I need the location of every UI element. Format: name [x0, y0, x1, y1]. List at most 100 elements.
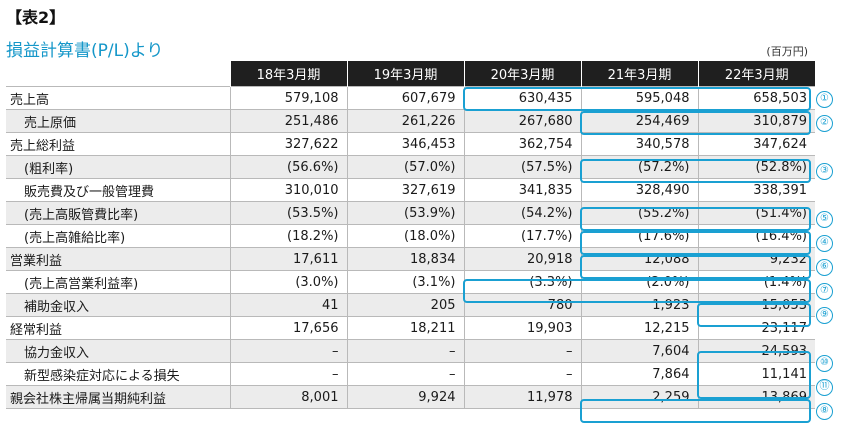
cell: –	[229, 339, 347, 363]
cell: 9,924	[346, 385, 464, 409]
table-row: (売上高雑給比率) (18.2%) (18.0%) (17.7%) (17.6%…	[6, 224, 815, 248]
table-row: 経常利益 17,656 18,211 19,903 12,215 23,117	[6, 316, 815, 340]
row-label: (売上高販管費比率)	[6, 201, 230, 225]
cell: 579,108	[229, 86, 347, 110]
cell: 347,624	[697, 132, 815, 156]
cell: 630,435	[463, 86, 581, 110]
cell: (56.6%)	[229, 155, 347, 179]
row-label: 経常利益	[6, 316, 230, 340]
cell: 340,578	[580, 132, 698, 156]
cell: (17.7%)	[463, 224, 581, 248]
cell: 251,486	[229, 109, 347, 133]
cell: –	[346, 362, 464, 386]
marker-11: ⑪	[816, 379, 833, 396]
col-header: 21年3月期	[580, 61, 698, 87]
cell: 327,622	[229, 132, 347, 156]
marker-1: ①	[816, 91, 833, 108]
cell: 328,490	[580, 178, 698, 202]
row-label: 補助金収入	[6, 293, 230, 317]
cell: (2.0%)	[580, 270, 698, 294]
row-label: 販売費及び一般管理費	[6, 178, 230, 202]
cell: (3.1%)	[346, 270, 464, 294]
col-header: 22年3月期	[697, 61, 815, 87]
cell: 7,604	[580, 339, 698, 363]
cell: 205	[346, 293, 464, 317]
cell: 780	[463, 293, 581, 317]
cell: 346,453	[346, 132, 464, 156]
col-header: 18年3月期	[229, 61, 347, 87]
cell: –	[463, 339, 581, 363]
marker-3: ③	[816, 163, 833, 180]
cell: 341,835	[463, 178, 581, 202]
row-label: (粗利率)	[6, 155, 230, 179]
table-row: (売上高販管費比率) (53.5%) (53.9%) (54.2%) (55.2…	[6, 201, 815, 225]
row-label: 営業利益	[6, 247, 230, 271]
cell: (17.6%)	[580, 224, 698, 248]
pl-table: 18年3月期 19年3月期 20年3月期 21年3月期 22年3月期 売上高 5…	[6, 61, 815, 409]
table-row: 販売費及び一般管理費 310,010 327,619 341,835 328,4…	[6, 178, 815, 202]
cell: 607,679	[346, 86, 464, 110]
cell: (55.2%)	[580, 201, 698, 225]
header-corner	[6, 61, 230, 87]
cell: 338,391	[697, 178, 815, 202]
table-row: (粗利率) (56.6%) (57.0%) (57.5%) (57.2%) (5…	[6, 155, 815, 179]
table-row: 協力金収入 – – – 7,604 24,593	[6, 339, 815, 363]
cell: –	[463, 362, 581, 386]
cell: 18,834	[346, 247, 464, 271]
marker-4: ④	[816, 235, 833, 252]
table-row: 売上高 579,108 607,679 630,435 595,048 658,…	[6, 86, 815, 110]
row-label: (売上高営業利益率)	[6, 270, 230, 294]
cell: –	[229, 362, 347, 386]
row-label: (売上高雑給比率)	[6, 224, 230, 248]
cell: 41	[229, 293, 347, 317]
row-label: 売上原価	[6, 109, 230, 133]
marker-8: ⑧	[816, 403, 833, 420]
cell: (16.4%)	[697, 224, 815, 248]
cell: (57.2%)	[580, 155, 698, 179]
cell: 12,088	[580, 247, 698, 271]
marker-9: ⑨	[816, 307, 833, 324]
cell: 327,619	[346, 178, 464, 202]
cell: 310,879	[697, 109, 815, 133]
cell: 1,923	[580, 293, 698, 317]
row-label: 新型感染症対応による損失	[6, 362, 230, 386]
cell: (53.9%)	[346, 201, 464, 225]
cell: 23,117	[697, 316, 815, 340]
table-row: 営業利益 17,611 18,834 20,918 12,088 9,232	[6, 247, 815, 271]
cell: 13,869	[697, 385, 815, 409]
cell: 658,503	[697, 86, 815, 110]
cell: 11,141	[697, 362, 815, 386]
marker-2: ②	[816, 115, 833, 132]
marker-6: ⑥	[816, 259, 833, 276]
cell: (18.0%)	[346, 224, 464, 248]
cell: (3.0%)	[229, 270, 347, 294]
cell: 11,978	[463, 385, 581, 409]
cell: (51.4%)	[697, 201, 815, 225]
row-label: 協力金収入	[6, 339, 230, 363]
table-heading: 【表2】	[6, 8, 66, 27]
cell: 8,001	[229, 385, 347, 409]
cell: 24,593	[697, 339, 815, 363]
cell: 261,226	[346, 109, 464, 133]
cell: 19,903	[463, 316, 581, 340]
row-label: 売上高	[6, 86, 230, 110]
table-row: 売上原価 251,486 261,226 267,680 254,469 310…	[6, 109, 815, 133]
cell: (3.3%)	[463, 270, 581, 294]
table-row: 補助金収入 41 205 780 1,923 15,053	[6, 293, 815, 317]
cell: 267,680	[463, 109, 581, 133]
table-row: 売上総利益 327,622 346,453 362,754 340,578 34…	[6, 132, 815, 156]
cell: 17,656	[229, 316, 347, 340]
header-row: 18年3月期 19年3月期 20年3月期 21年3月期 22年3月期	[6, 61, 815, 87]
cell: 254,469	[580, 109, 698, 133]
cell: 20,918	[463, 247, 581, 271]
cell: (52.8%)	[697, 155, 815, 179]
table-row: 新型感染症対応による損失 – – – 7,864 11,141	[6, 362, 815, 386]
cell: 18,211	[346, 316, 464, 340]
cell: 15,053	[697, 293, 815, 317]
cell: –	[346, 339, 464, 363]
table-subtitle: 損益計算書(P/L)より	[6, 41, 164, 61]
cell: (57.0%)	[346, 155, 464, 179]
marker-10: ⑩	[816, 355, 833, 372]
table-row: 親会社株主帰属当期純利益 8,001 9,924 11,978 2,259 13…	[6, 385, 815, 409]
cell: 310,010	[229, 178, 347, 202]
